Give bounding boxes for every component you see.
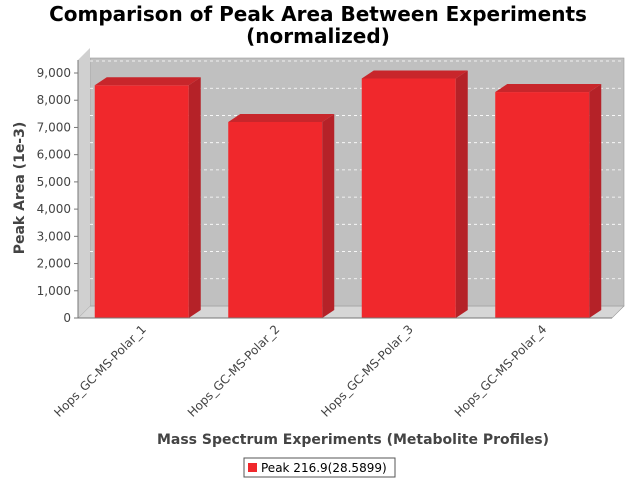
bar <box>228 114 335 318</box>
bar-front <box>361 78 456 318</box>
bar-side <box>455 70 468 318</box>
y-tick-label: 1,000 <box>37 284 71 298</box>
legend-box <box>243 457 396 478</box>
bar-top <box>228 114 335 122</box>
y-tick-label: 3,000 <box>37 229 71 243</box>
chart-title-line2: (normalized) <box>246 24 390 48</box>
legend-swatch <box>248 463 257 472</box>
y-axis: 0 1,000 2,000 3,000 4,000 5,000 6,000 7,000 8,00… <box>37 60 79 325</box>
legend: Peak 216.9(28.5899) <box>243 457 396 478</box>
x-tick-label: Hops_GC-MS-Polar_4 <box>452 322 550 420</box>
x-tick-label: Hops_GC-MS-Polar_3 <box>318 322 416 420</box>
y-tick-label: 0 <box>63 311 71 325</box>
x-tick-label: Hops_GC-MS-Polar_1 <box>51 322 149 420</box>
bar-top <box>495 84 602 93</box>
y-tick-label: 2,000 <box>37 257 71 271</box>
x-tick-label: Hops_GC-MS-Polar_2 <box>185 322 283 420</box>
bar-front <box>94 85 189 318</box>
legend-label: Peak 216.9(28.5899) <box>261 461 387 475</box>
bar-front <box>228 122 323 318</box>
bar-side <box>322 114 335 318</box>
bar-side <box>188 77 201 318</box>
y-tick-label: 7,000 <box>37 120 71 134</box>
bar-top <box>94 77 201 86</box>
bar-front <box>495 92 590 318</box>
bars-group <box>94 70 602 318</box>
y-tick-label: 8,000 <box>37 93 71 107</box>
bar <box>495 84 602 318</box>
bar-side <box>589 84 602 318</box>
bar <box>94 77 201 318</box>
bar-top <box>361 70 468 79</box>
x-axis: Hops_GC-MS-Polar_1 Hops_GC-MS-Polar_2 Hops… <box>51 317 612 420</box>
x-axis-label: Mass Spectrum Experiments (Metabolite Pr… <box>157 432 549 448</box>
bar <box>361 70 468 318</box>
y-axis-label: Peak Area (1e-3) <box>12 122 28 255</box>
y-tick-label: 6,000 <box>37 148 71 162</box>
y-tick-label: 5,000 <box>37 175 71 189</box>
plot-left-wall <box>78 48 90 318</box>
y-tick-label: 4,000 <box>37 202 71 216</box>
chart-title-line1: Comparison of Peak Area Between Experime… <box>49 2 587 26</box>
y-tick-label: 9,000 <box>37 66 71 80</box>
